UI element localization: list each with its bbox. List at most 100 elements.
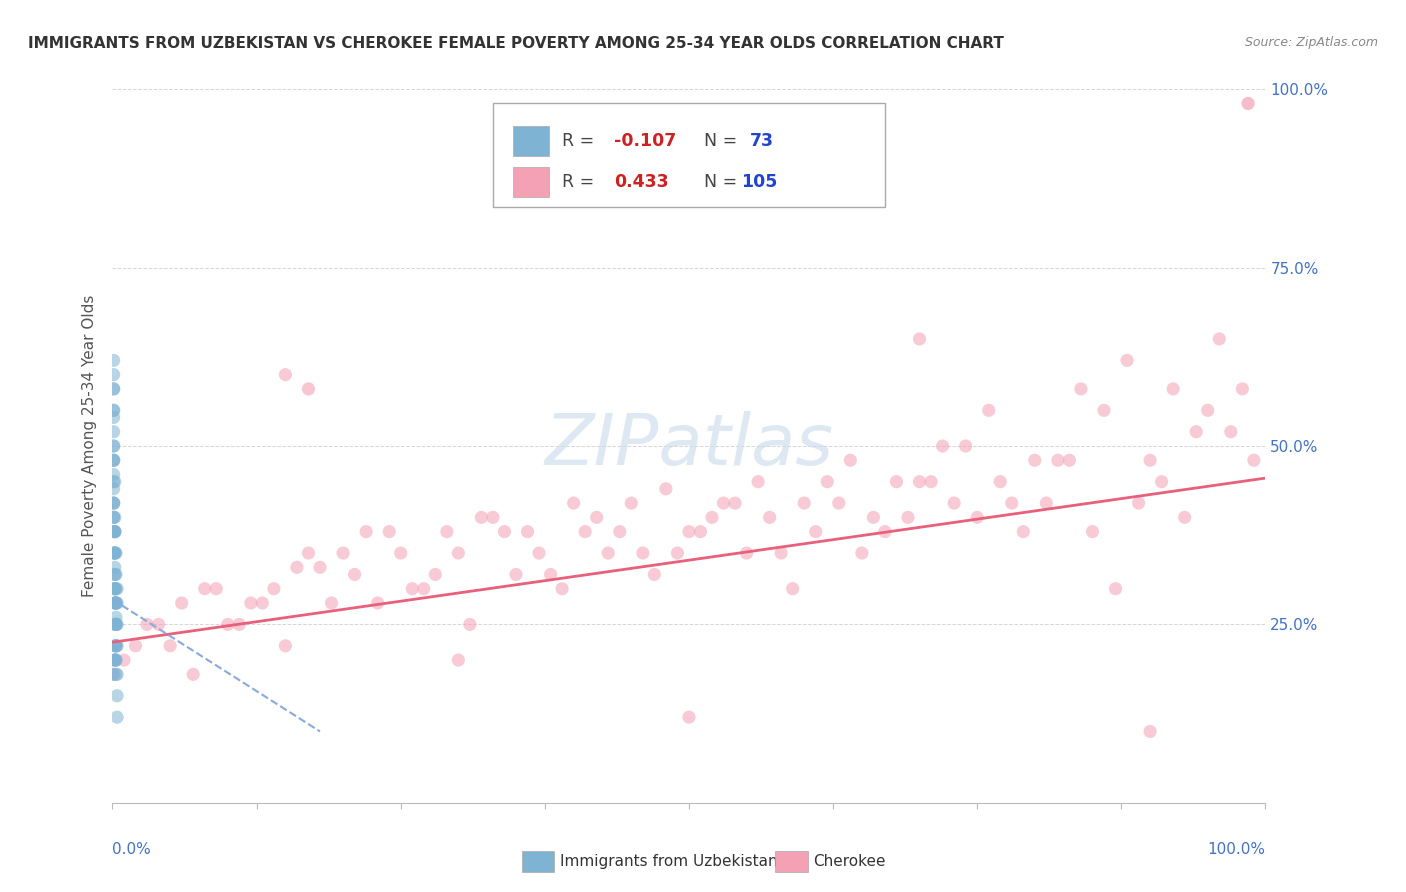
Point [689,524,711,539]
Point [297,546,319,560]
Point [274,639,297,653]
Point [966,510,988,524]
Text: Cherokee: Cherokee [814,854,886,869]
Point [631,546,654,560]
Point [104,617,127,632]
Point [104,617,127,632]
Point [620,496,643,510]
Point [1139,453,1161,467]
Point [1185,425,1208,439]
Point [124,639,146,653]
Point [804,524,827,539]
Point [1232,382,1254,396]
Point [666,546,689,560]
Point [104,617,127,632]
Point [908,475,931,489]
Point [205,582,228,596]
Point [574,524,596,539]
Point [103,382,125,396]
Point [263,582,285,596]
Point [873,524,896,539]
Point [104,510,127,524]
Point [758,510,780,524]
Point [378,524,401,539]
Point [104,596,127,610]
Point [1012,524,1035,539]
Point [104,596,127,610]
Point [782,582,804,596]
Point [104,596,127,610]
Point [1046,453,1069,467]
Point [103,524,125,539]
Text: 0.0%: 0.0% [112,842,152,857]
Point [1092,403,1115,417]
Text: 105: 105 [741,173,778,191]
Point [105,596,128,610]
Point [105,617,128,632]
Point [104,582,127,596]
Point [655,482,678,496]
Point [297,382,319,396]
Point [1035,496,1057,510]
Point [103,425,125,439]
Point [955,439,977,453]
FancyBboxPatch shape [513,167,550,197]
Point [104,653,127,667]
Point [1243,453,1265,467]
Point [103,368,125,382]
Point [103,453,125,467]
Point [309,560,332,574]
Y-axis label: Female Poverty Among 25-34 Year Olds: Female Poverty Among 25-34 Year Olds [82,295,97,597]
Point [678,524,700,539]
Point [105,710,128,724]
Point [977,403,1000,417]
Point [436,524,458,539]
Point [747,475,769,489]
Point [103,475,125,489]
Point [458,617,481,632]
Point [104,653,127,667]
Point [104,596,127,610]
Point [401,582,423,596]
Point [105,639,128,653]
Point [274,368,297,382]
Point [389,546,412,560]
Point [1208,332,1230,346]
Text: 100.0%: 100.0% [1208,842,1265,857]
Point [103,382,125,396]
Point [104,546,127,560]
Point [735,546,758,560]
Text: Immigrants from Uzbekistan: Immigrants from Uzbekistan [560,854,778,869]
Point [103,439,125,453]
Point [104,653,127,667]
Point [724,496,747,510]
Point [1070,382,1092,396]
Point [321,596,343,610]
Point [104,639,127,653]
Point [104,596,127,610]
Point [447,546,470,560]
Point [103,439,125,453]
Text: R =: R = [562,173,600,191]
Point [104,582,127,596]
Point [770,546,793,560]
Point [103,546,125,560]
Point [1001,496,1024,510]
Point [447,653,470,667]
Point [103,403,125,417]
Point [104,546,127,560]
Point [562,496,585,510]
Text: 73: 73 [749,132,775,150]
Point [228,617,250,632]
Point [104,475,127,489]
Point [103,410,125,425]
Point [103,496,125,510]
Point [598,546,620,560]
Point [828,496,851,510]
Point [908,332,931,346]
Point [252,596,274,610]
Point [1059,453,1081,467]
FancyBboxPatch shape [513,127,550,156]
Point [713,496,735,510]
Point [643,567,665,582]
